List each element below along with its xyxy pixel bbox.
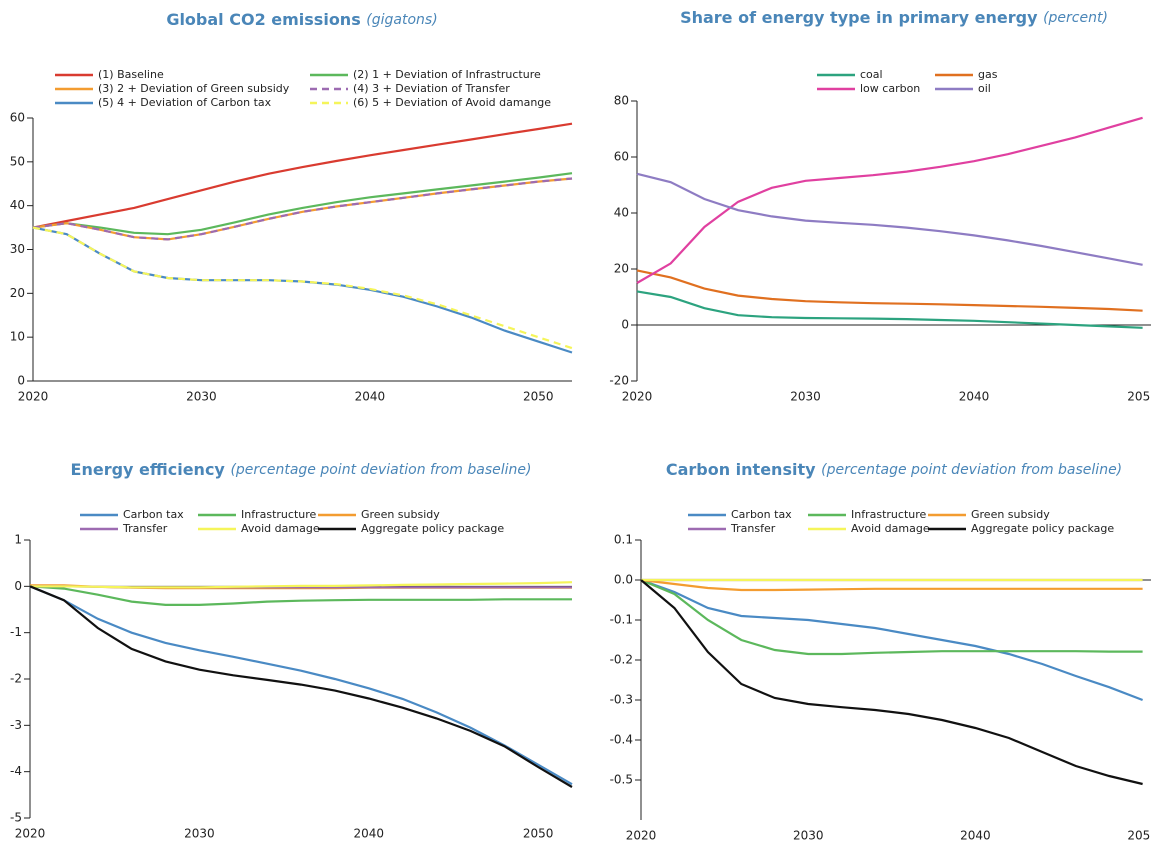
legend-label: Carbon tax — [731, 508, 792, 521]
legend-label: Transfer — [730, 522, 776, 535]
chart-title: Global CO2 emissions (gigatons) — [166, 10, 437, 29]
line-series — [640, 579, 1143, 786]
y-tick-label: 40 — [10, 198, 25, 212]
x-tick-label: 2030 — [793, 829, 824, 843]
x-tick-label: 2020 — [15, 827, 46, 841]
y-tick-label: 30 — [10, 242, 25, 256]
legend-label: (6) 5 + Deviation of Avoid damange — [353, 96, 551, 109]
y-tick-label: -4 — [10, 764, 22, 778]
legend-label: Infrastructure — [241, 508, 317, 521]
y-tick-label: -0.3 — [610, 693, 633, 707]
line-series — [29, 585, 573, 788]
line-series — [636, 290, 1143, 329]
x-tick-label: 2040 — [959, 390, 990, 404]
y-tick-label: 1 — [14, 533, 22, 547]
y-tick-label: -0.1 — [610, 613, 633, 627]
legend-label: Aggregate policy package — [361, 522, 504, 535]
line-series — [32, 172, 573, 236]
x-tick-label: 2050 — [1127, 829, 1151, 843]
legend-label: Carbon tax — [123, 508, 184, 521]
line-series — [32, 226, 573, 354]
y-tick-label: 40 — [614, 206, 629, 220]
y-tick-label: -5 — [10, 811, 22, 825]
line-series — [640, 578, 1143, 702]
legend-label: Avoid damage — [241, 522, 320, 535]
y-tick-label: -2 — [10, 672, 22, 686]
y-tick-label: 10 — [10, 330, 25, 344]
legend-label: Infrastructure — [851, 508, 927, 521]
y-tick-label: -1 — [10, 625, 22, 639]
x-tick-label: 2050 — [523, 390, 554, 404]
x-tick-label: 2040 — [353, 827, 384, 841]
line-series — [636, 172, 1143, 266]
y-tick-label: 60 — [10, 111, 25, 125]
line-series — [29, 585, 572, 606]
legend-label: (5) 4 + Deviation of Carbon tax — [98, 96, 272, 109]
chart-title: Energy efficiency (percentage point devi… — [71, 460, 532, 479]
x-tick-label: 2050 — [1127, 390, 1151, 404]
line-series — [29, 585, 573, 786]
x-tick-label: 2030 — [184, 827, 215, 841]
y-tick-label: -3 — [10, 718, 22, 732]
y-tick-label: -20 — [609, 374, 629, 388]
chart-title: Share of energy type in primary energy (… — [680, 8, 1108, 27]
line-series — [636, 116, 1143, 284]
line-series — [30, 581, 573, 589]
legend-label: Transfer — [122, 522, 168, 535]
y-tick-label: 0 — [14, 579, 22, 593]
title-main: Share of energy type in primary energy — [680, 8, 1038, 27]
subtitle: (percentage point deviation from baselin… — [821, 462, 1122, 478]
x-tick-label: 2030 — [790, 390, 821, 404]
y-tick-label: 20 — [10, 286, 25, 300]
line-series — [32, 226, 573, 350]
title-main: Energy efficiency — [71, 460, 226, 479]
title-main: Carbon intensity — [666, 460, 816, 479]
x-tick-label: 2020 — [18, 390, 49, 404]
legend-label: Aggregate policy package — [971, 522, 1114, 535]
line-series — [32, 122, 573, 229]
x-tick-label: 2040 — [355, 390, 386, 404]
x-tick-label: 2030 — [186, 390, 217, 404]
y-tick-label: 0 — [17, 374, 25, 388]
y-tick-label: 20 — [614, 262, 629, 276]
x-tick-label: 2040 — [960, 829, 991, 843]
y-tick-label: -0.4 — [610, 733, 633, 747]
y-tick-label: -0.5 — [610, 773, 633, 787]
legend-label: Green subsidy — [971, 508, 1050, 521]
legend-label: Green subsidy — [361, 508, 440, 521]
legend-label: gas — [978, 68, 998, 81]
y-tick-label: -0.2 — [610, 653, 633, 667]
x-tick-label: 2020 — [626, 829, 657, 843]
legend-label: (3) 2 + Deviation of Green subsidy — [98, 82, 290, 95]
subtitle: (percent) — [1043, 10, 1108, 26]
legend-label: (4) 3 + Deviation of Transfer — [353, 82, 510, 95]
line-series — [640, 578, 1143, 656]
legend-label: (1) Baseline — [98, 68, 164, 81]
line-series — [640, 578, 1143, 592]
y-tick-label: 60 — [614, 150, 629, 164]
legend-label: coal — [860, 68, 883, 81]
line-series — [32, 177, 573, 241]
y-tick-label: 80 — [614, 94, 629, 108]
chart-title: Carbon intensity (percentage point devia… — [666, 460, 1122, 479]
x-tick-label: 2050 — [523, 827, 554, 841]
legend-label: oil — [978, 82, 991, 95]
y-tick-label: 0.0 — [614, 573, 633, 587]
x-tick-label: 2020 — [622, 390, 653, 404]
y-tick-label: 0.1 — [614, 533, 633, 547]
subtitle: (percentage point deviation from baselin… — [230, 462, 531, 478]
subtitle: (gigatons) — [366, 12, 437, 28]
line-series — [636, 269, 1143, 312]
legend-label: low carbon — [860, 82, 920, 95]
legend-label: Avoid damage — [851, 522, 930, 535]
title-main: Global CO2 emissions — [166, 10, 360, 29]
y-tick-label: 50 — [10, 154, 25, 168]
legend-label: (2) 1 + Deviation of Infrastructure — [353, 68, 541, 81]
y-tick-label: 0 — [621, 318, 629, 332]
